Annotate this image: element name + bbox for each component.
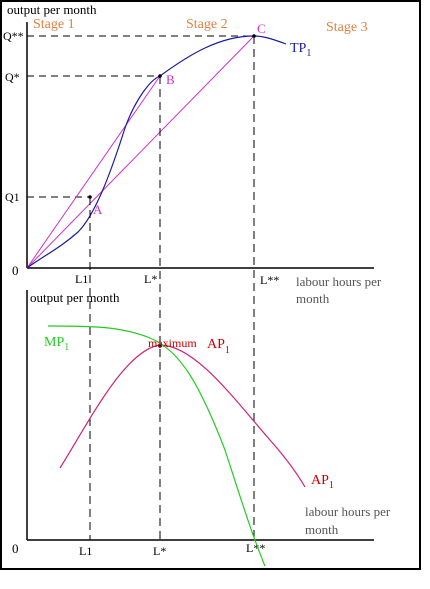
top-x-title-line2: month	[296, 291, 330, 306]
mp-label-main: MP	[44, 335, 64, 350]
ray-to-c	[26, 35, 255, 269]
bottom-x-title-line2: month	[305, 522, 339, 537]
bottom-y-title: output per month	[30, 290, 120, 305]
tp-label-sub: 1	[306, 48, 311, 59]
top-x-title-line1: labour hours per	[296, 274, 382, 289]
point-a-label: A	[93, 202, 103, 217]
y-tick-q1: Q1	[5, 190, 20, 204]
ap-label-main: AP	[311, 473, 329, 488]
mp-label-sub: 1	[64, 342, 69, 353]
point-c-label: C	[257, 21, 266, 36]
y-tick-q-star: Q*	[5, 70, 20, 84]
ray-to-b	[26, 75, 161, 269]
bottom-panel: output per month labour hours per month …	[12, 290, 391, 567]
bottom-origin-label: 0	[12, 541, 19, 556]
stage-1-label: Stage 1	[33, 17, 75, 32]
point-b-label: B	[166, 72, 175, 87]
stage-2-label: Stage 2	[186, 17, 228, 32]
tp-curve-label: TP1	[290, 41, 311, 59]
outer-border	[0, 0, 421, 570]
mp-curve	[47, 325, 266, 567]
max-ap-marker	[158, 344, 162, 348]
top-x-tick-l-star: L*	[144, 272, 157, 286]
top-origin-label: 0	[12, 263, 19, 278]
top-y-title: output per month	[7, 2, 97, 17]
tp-label-main: TP	[290, 41, 307, 56]
top-panel: output per month labour hours per month …	[3, 2, 382, 306]
max-ap-label-main: AP	[207, 337, 225, 352]
tp-curve	[26, 35, 287, 269]
mp-curve-label: MP1	[44, 335, 69, 353]
stage-3-label: Stage 3	[326, 20, 368, 35]
y-tick-q-double-star: Q**	[3, 29, 24, 43]
top-x-tick-l-double-star: L**	[260, 273, 279, 287]
bottom-x-tick-l1: L1	[79, 544, 92, 558]
ap-label-sub: 1	[329, 480, 334, 491]
bottom-x-tick-l-star: L*	[153, 544, 166, 558]
ap-curve	[59, 344, 306, 488]
bottom-x-title-line1: labour hours per	[305, 504, 391, 519]
max-ap-word: maximum	[148, 336, 197, 350]
max-ap-label-sub: 1	[225, 345, 230, 356]
bottom-x-tick-l-double-star: L**	[246, 541, 265, 555]
ap-curve-label: AP1	[311, 473, 334, 491]
max-ap-label: AP1	[207, 337, 230, 356]
top-x-tick-l1: L1	[75, 272, 88, 286]
